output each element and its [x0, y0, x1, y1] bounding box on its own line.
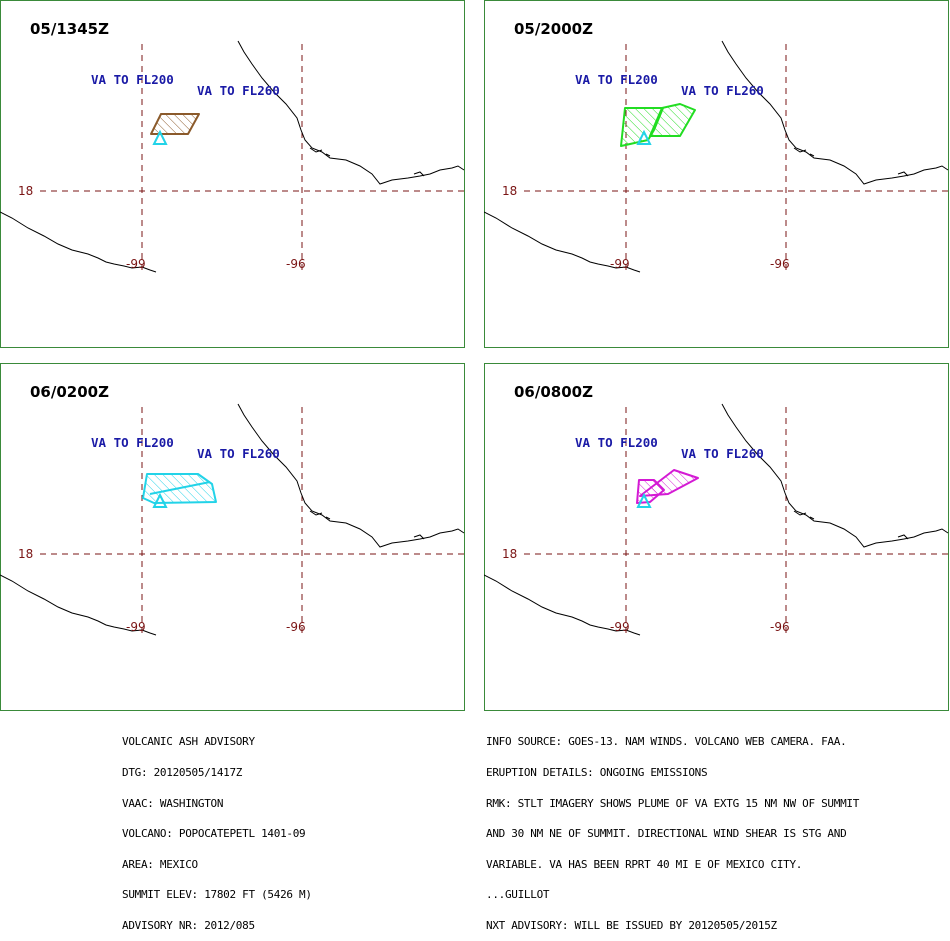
- map-frame: [484, 0, 949, 348]
- pacific-coastline: [484, 211, 641, 273]
- gulf-coastline: [237, 403, 465, 548]
- flight-level-label-lower: VA TO FL200: [91, 72, 174, 87]
- advisory-line: VOLCANIC ASH ADVISORY: [122, 735, 255, 749]
- advisory-line: DTG: 20120505/1417Z: [122, 766, 243, 779]
- volcano-icon: [152, 129, 168, 145]
- advisory-line: AREA: MEXICO: [122, 857, 198, 871]
- map-frame: [484, 363, 949, 711]
- pacific-coastline: [0, 574, 157, 636]
- map-panel-1: 05/1345Z VA TO FL200 VA TO FL260 18 -99 -96: [0, 0, 465, 348]
- advisory-line: VOLCANO: POPOCATEPETL 1401-09: [122, 827, 306, 841]
- advisory-line: RMK: STLT IMAGERY SHOWS PLUME OF VA EXTG…: [486, 796, 860, 810]
- map-frame: [0, 0, 465, 348]
- pacific-coastline: [484, 574, 641, 636]
- gulf-coastline: [721, 40, 949, 185]
- coastal-lagoon: [413, 171, 425, 177]
- advisory-line: ERUPTION DETAILS: ONGOING EMISSIONS: [486, 766, 708, 779]
- latitude-label: 18: [18, 547, 33, 561]
- latitude-label: 18: [18, 184, 33, 198]
- ash-plume-polygon: [639, 469, 699, 497]
- advisory-header-text: VOLCANIC ASH ADVISORY DTG: 20120505/1417…: [122, 717, 312, 941]
- gulf-coastline: [237, 40, 465, 185]
- coastal-lagoon: [793, 510, 815, 520]
- flight-level-label-upper: VA TO FL260: [197, 446, 280, 461]
- longitude-label-west: -99: [610, 620, 630, 634]
- map-panel-2: 05/2000Z VA TO FL200 VA TO FL260 18 -99 -96: [484, 0, 949, 348]
- longitude-label-east: -96: [286, 257, 306, 271]
- advisory-line: SUMMIT ELEV: 17802 FT (5426 M): [122, 888, 312, 902]
- longitude-label-east: -96: [770, 257, 790, 271]
- advisory-line: ...GUILLOT: [486, 888, 550, 902]
- longitude-label-west: -99: [610, 257, 630, 271]
- flight-level-label-lower: VA TO FL200: [91, 435, 174, 450]
- advisory-line: AND 30 NM NE OF SUMMIT. DIRECTIONAL WIND…: [486, 827, 847, 841]
- advisory-details-text: INFO SOURCE: GOES-13. NAM WINDS. VOLCANO…: [486, 717, 859, 941]
- coastal-lagoon: [897, 171, 909, 177]
- map-frame: [0, 363, 465, 711]
- flight-level-label-upper: VA TO FL260: [681, 83, 764, 98]
- panel-time-label: 06/0200Z: [30, 383, 109, 401]
- panel-time-label: 06/0800Z: [514, 383, 593, 401]
- latitude-label: 18: [502, 547, 517, 561]
- longitude-label-east: -96: [770, 620, 790, 634]
- longitude-label-west: -99: [126, 257, 146, 271]
- volcano-icon: [636, 492, 652, 508]
- map-panel-4: 06/0800Z VA TO FL200 VA TO FL260 18 -99 -96: [484, 363, 949, 711]
- coastal-lagoon: [309, 510, 331, 520]
- volcano-icon: [636, 129, 652, 145]
- flight-level-label-upper: VA TO FL260: [681, 446, 764, 461]
- flight-level-label-lower: VA TO FL200: [575, 72, 658, 87]
- coastal-lagoon: [309, 147, 331, 157]
- longitude-label-west: -99: [126, 620, 146, 634]
- flight-level-label-lower: VA TO FL200: [575, 435, 658, 450]
- coastal-lagoon: [793, 147, 815, 157]
- coastal-lagoon: [413, 534, 425, 540]
- ash-plume-polygon: [150, 113, 200, 135]
- coastal-lagoon: [897, 534, 909, 540]
- advisory-line: INFO SOURCE: GOES-13. NAM WINDS. VOLCANO…: [486, 735, 847, 749]
- map-panel-3: 06/0200Z VA TO FL200 VA TO FL260 18 -99 -96: [0, 363, 465, 711]
- panel-time-label: 05/2000Z: [514, 20, 593, 38]
- advisory-line: VARIABLE. VA HAS BEEN RPRT 40 MI E OF ME…: [486, 857, 803, 871]
- longitude-label-east: -96: [286, 620, 306, 634]
- panel-time-label: 05/1345Z: [30, 20, 109, 38]
- pacific-coastline: [0, 211, 157, 273]
- gulf-coastline: [721, 403, 949, 548]
- latitude-label: 18: [502, 184, 517, 198]
- volcano-icon: [152, 492, 168, 508]
- flight-level-label-upper: VA TO FL260: [197, 83, 280, 98]
- advisory-line: ADVISORY NR: 2012/085: [122, 918, 255, 932]
- plume-edge: [149, 481, 211, 495]
- ash-plume-polygon: [649, 103, 696, 137]
- advisory-line: VAAC: WASHINGTON: [122, 796, 224, 810]
- advisory-line: NXT ADVISORY: WILL BE ISSUED BY 20120505…: [486, 918, 777, 932]
